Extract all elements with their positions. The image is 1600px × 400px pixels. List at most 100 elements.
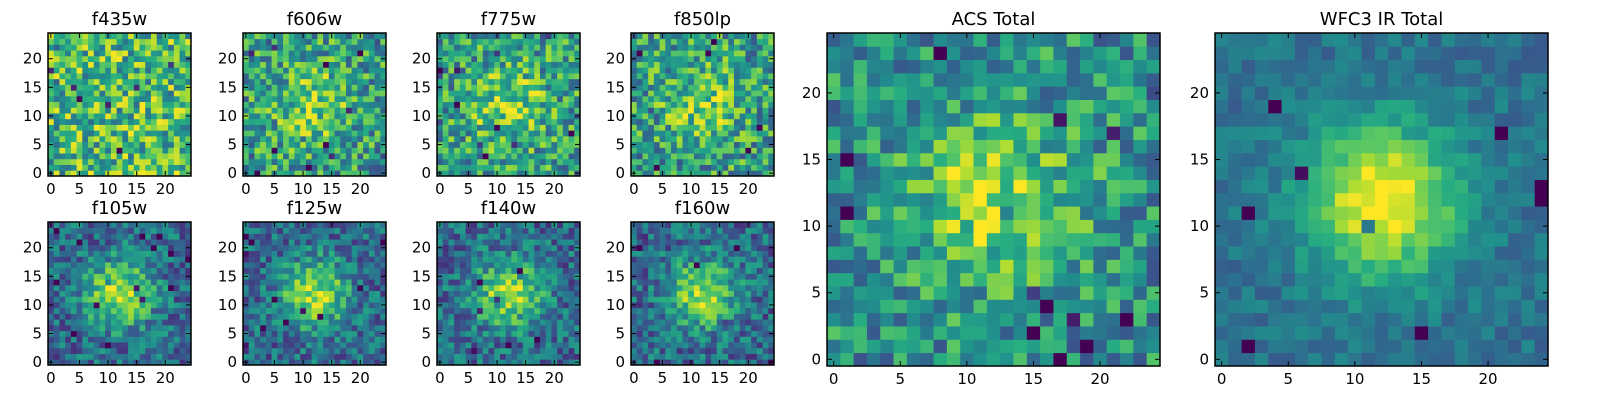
heatmap-cell <box>357 107 364 114</box>
y-tick-label: 10 <box>23 296 42 314</box>
heatmap-cell <box>705 44 712 51</box>
heatmap-cell <box>465 38 472 45</box>
heatmap-cell <box>70 55 77 62</box>
heatmap-cell <box>173 359 180 366</box>
heatmap-cell <box>676 135 683 143</box>
heatmap-cell <box>254 101 261 108</box>
heatmap-cell <box>351 296 358 303</box>
heatmap-cell <box>173 279 180 286</box>
heatmap-cell <box>494 44 501 51</box>
heatmap-cell <box>93 95 100 103</box>
heatmap-cell <box>699 164 706 171</box>
heatmap-cell <box>511 101 518 108</box>
heatmap-cell <box>659 164 666 171</box>
heatmap-cell <box>517 124 524 131</box>
heatmap-cell <box>340 130 347 137</box>
heatmap-cell <box>300 124 307 131</box>
heatmap-cell <box>505 73 512 80</box>
heatmap-cell <box>150 73 158 80</box>
heatmap-cell <box>53 273 60 280</box>
heatmap-cell <box>659 130 666 137</box>
heatmap-cell <box>368 342 375 349</box>
heatmap-cell <box>722 101 729 108</box>
heatmap-cell <box>317 170 324 177</box>
heatmap-cell <box>305 170 313 177</box>
heatmap-cell <box>128 55 135 62</box>
heatmap-cell <box>168 61 175 68</box>
heatmap-cell <box>168 33 175 40</box>
x-tick-label: 5 <box>75 369 85 387</box>
heatmap-cell <box>162 313 169 320</box>
heatmap-cell <box>277 222 284 229</box>
heatmap-cell <box>70 250 77 257</box>
heatmap-cell <box>145 78 152 85</box>
heatmap-cell <box>300 73 307 80</box>
heatmap-cell <box>351 330 358 337</box>
heatmap-cell <box>368 50 375 57</box>
heatmap-cell <box>562 90 569 97</box>
heatmap-cell <box>551 67 558 74</box>
heatmap-cell <box>517 347 524 354</box>
heatmap-cell <box>133 164 140 171</box>
heatmap-cell <box>288 141 295 148</box>
heatmap-cell <box>648 124 655 131</box>
heatmap-cell <box>454 319 461 326</box>
heatmap-cell <box>162 73 169 80</box>
heatmap-cell <box>442 222 449 229</box>
heatmap-cell <box>482 147 489 154</box>
heatmap-cell <box>448 359 455 366</box>
heatmap-cell <box>659 290 666 297</box>
heatmap-cell <box>179 284 186 292</box>
heatmap-cell <box>99 336 106 343</box>
heatmap-cell <box>477 279 484 286</box>
heatmap-cell <box>328 273 335 280</box>
heatmap-cell <box>363 107 370 114</box>
heatmap-cell <box>693 342 701 349</box>
heatmap-cell <box>534 33 541 40</box>
heatmap-cell <box>311 33 318 40</box>
heatmap-cell <box>357 307 364 314</box>
heatmap-cell <box>648 319 655 326</box>
heatmap-cell <box>328 135 335 143</box>
heatmap-cell <box>551 347 558 354</box>
heatmap-cell <box>139 262 146 269</box>
heatmap-cell <box>642 107 649 114</box>
heatmap-cell <box>693 107 701 114</box>
y-tick-label: 15 <box>23 267 42 285</box>
heatmap-cell <box>340 78 347 85</box>
heatmap-cell <box>551 44 558 51</box>
heatmap-cell <box>768 324 775 332</box>
heatmap-cell <box>665 141 672 148</box>
heatmap-cell <box>653 279 660 286</box>
heatmap-cell <box>368 164 375 171</box>
heatmap-cell <box>133 44 140 51</box>
heatmap-cell <box>528 95 535 103</box>
heatmap-cell <box>693 279 701 286</box>
heatmap-cell <box>545 170 552 177</box>
heatmap-cell <box>105 239 112 246</box>
heatmap-cell <box>459 170 466 177</box>
heatmap-cell <box>168 107 175 114</box>
heatmap-cell <box>751 118 758 125</box>
heatmap-cell <box>116 239 123 246</box>
heatmap-cell <box>334 38 341 45</box>
heatmap-cell <box>482 33 489 40</box>
heatmap-cell <box>648 118 655 125</box>
heatmap-cell <box>243 279 250 286</box>
heatmap-cell <box>105 330 112 337</box>
heatmap-cell <box>351 222 358 229</box>
heatmap-cell <box>271 233 278 240</box>
heatmap-cell <box>745 61 752 68</box>
heatmap-cell <box>82 319 89 326</box>
heatmap-cell <box>133 124 140 131</box>
heatmap-cell <box>311 147 318 154</box>
heatmap-cell <box>48 107 55 114</box>
heatmap-cell <box>711 324 718 332</box>
heatmap-cell <box>357 147 364 154</box>
heatmap-cell <box>568 124 575 131</box>
heatmap-cell <box>539 313 547 320</box>
heatmap-cell <box>65 101 72 108</box>
heatmap-cell <box>311 359 318 366</box>
heatmap-cell <box>328 158 335 165</box>
heatmap-cell <box>511 130 518 137</box>
